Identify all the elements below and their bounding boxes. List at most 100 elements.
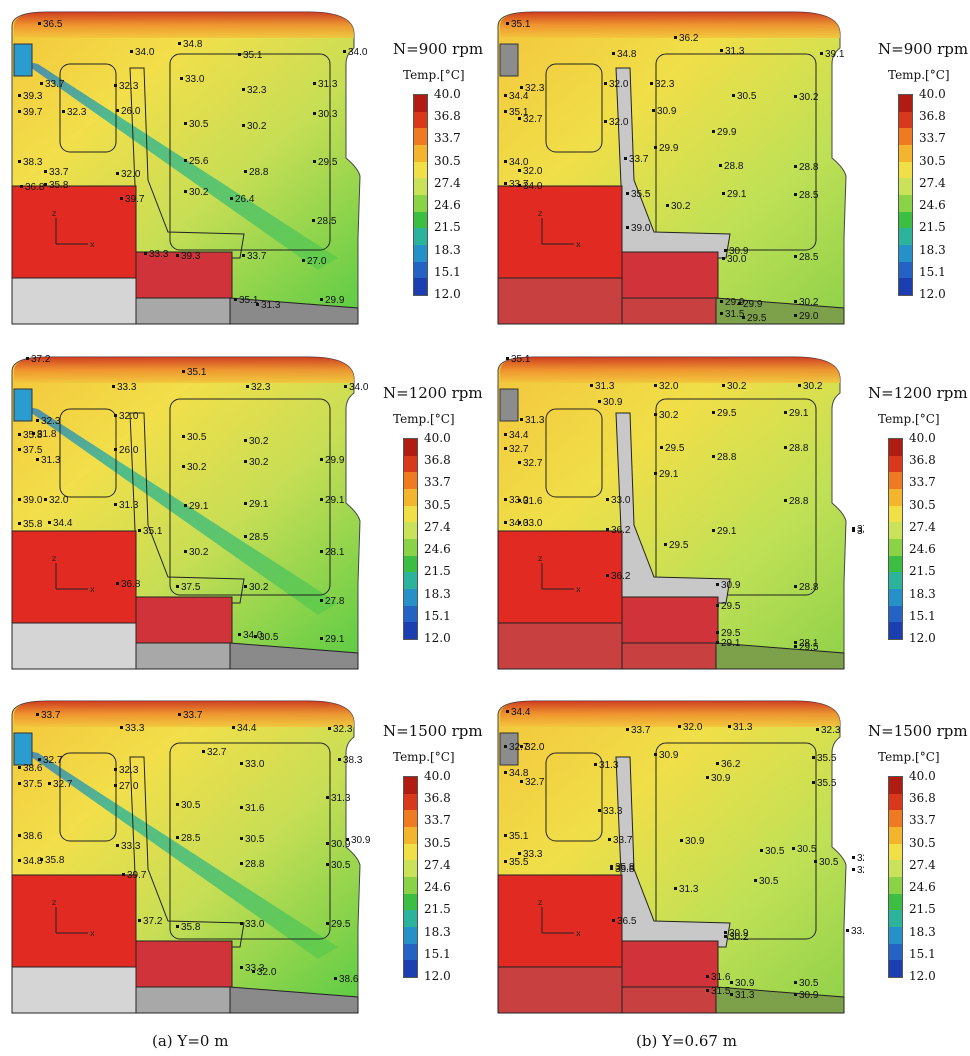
- probe-point: 32.3: [650, 79, 675, 90]
- legend-tick: 36.8: [919, 109, 946, 124]
- probe-point: 35.5: [504, 857, 529, 868]
- legend-tick: 12.0: [424, 631, 451, 645]
- probe-value: 36.2: [679, 33, 699, 44]
- probe-point: 38.6: [18, 763, 43, 774]
- probe-value: 35.1: [509, 831, 529, 842]
- color-scale-bar: [413, 94, 428, 296]
- probe-value: 31.3: [525, 415, 545, 426]
- color-scale-segment: [899, 278, 912, 296]
- probe-value: 33.7: [183, 710, 203, 721]
- probe-marker: [343, 50, 346, 53]
- probe-point: 30.5: [240, 834, 265, 845]
- probe-value: 30.5: [331, 860, 351, 871]
- probe-point: 28.8: [794, 162, 819, 173]
- probe-marker: [504, 110, 507, 113]
- probe-value: 38.3: [23, 157, 43, 168]
- legend-title: Temp.[°C]: [888, 68, 950, 82]
- probe-value: 26.0: [119, 445, 139, 456]
- legend-tick: 40.0: [909, 431, 936, 445]
- probe-marker: [720, 300, 723, 303]
- probe-point: 26.0: [116, 106, 141, 117]
- probe-point: 26.0: [114, 445, 139, 456]
- probe-marker: [608, 838, 611, 841]
- probe-value: 33.3: [245, 963, 265, 974]
- probe-point: 25.6: [184, 156, 209, 167]
- probe-point: 32.0: [518, 166, 543, 177]
- probe-marker: [244, 439, 247, 442]
- probe-marker: [724, 931, 727, 934]
- probe-value: 29.5: [669, 540, 689, 551]
- probe-point: 28.5: [244, 532, 269, 543]
- probe-point: 33.3: [518, 849, 543, 860]
- probe-point: 32.0: [678, 722, 703, 733]
- probe-value: 27.8: [325, 596, 345, 607]
- cabin-panel-2: z x 35.1 36.2 34.8 31.3 39.1 34.4 32.3 32.0 32.3 30…: [494, 8, 864, 328]
- probe-marker: [724, 935, 727, 938]
- probe-marker: [313, 112, 316, 115]
- probe-point: 33.7: [44, 167, 69, 178]
- probe-value: 35.1: [239, 295, 259, 306]
- axis-z-label: z: [52, 554, 56, 563]
- probe-point: 32.0: [114, 411, 139, 422]
- probe-marker: [244, 170, 247, 173]
- legend-tick: 15.1: [909, 946, 936, 961]
- probe-marker: [660, 446, 663, 449]
- probe-marker: [240, 922, 243, 925]
- probe-marker: [176, 836, 179, 839]
- probe-marker: [246, 385, 249, 388]
- probe-marker: [604, 120, 607, 123]
- probe-point: 30.5: [184, 119, 209, 130]
- probe-marker: [202, 750, 205, 753]
- probe-marker: [794, 641, 797, 644]
- color-scale-segment: [404, 489, 417, 507]
- color-scale-segment: [889, 472, 902, 490]
- probe-point: 31.3: [594, 760, 619, 771]
- probe-point: 36.2: [674, 33, 699, 44]
- color-scale-segment: [899, 161, 912, 179]
- probe-value: 33.0: [523, 518, 543, 529]
- probe-point: 31.3: [114, 500, 139, 511]
- legend-title: Temp.[°C]: [878, 750, 940, 764]
- probe-marker: [302, 259, 305, 262]
- axis-z-label: z: [52, 898, 56, 907]
- probe-value: 31.5: [711, 986, 731, 997]
- probe-value: 35.5: [509, 857, 529, 868]
- probe-point: 28.5: [176, 833, 201, 844]
- probe-point: 30.9: [652, 106, 677, 117]
- probe-point: 28.8: [784, 496, 809, 507]
- probe-point: 35.1: [138, 526, 163, 537]
- probe-marker: [712, 529, 715, 532]
- probe-value: 34.4: [509, 430, 529, 441]
- probe-value: 33.7: [247, 251, 267, 262]
- probe-value: 32.7: [509, 742, 529, 753]
- probe-point: 35.5: [812, 753, 837, 764]
- probe-point: 32.7: [48, 779, 73, 790]
- axis-z-label: z: [538, 554, 542, 563]
- probe-point: 32.7: [38, 755, 63, 766]
- legend-tick: 27.4: [424, 857, 451, 872]
- color-scale-bar: [888, 776, 903, 978]
- probe-marker: [44, 498, 47, 501]
- probe-value: 37.5: [23, 445, 43, 456]
- probe-marker: [504, 94, 507, 97]
- axis-z-label: z: [52, 209, 56, 218]
- probe-marker: [320, 458, 323, 461]
- probe-marker: [652, 109, 655, 112]
- probe-marker: [722, 192, 725, 195]
- color-scale-segment: [414, 145, 427, 163]
- probe-marker: [794, 255, 797, 258]
- probe-marker: [852, 856, 855, 859]
- probe-value: 34.4: [857, 526, 864, 537]
- probe-marker: [794, 645, 797, 648]
- probe-point: 31.3: [720, 46, 745, 57]
- probe-marker: [240, 966, 243, 969]
- probe-marker: [176, 925, 179, 928]
- probe-point: 30.5: [794, 978, 819, 989]
- legend-tick: 12.0: [919, 287, 946, 301]
- color-scale-segment: [899, 178, 912, 196]
- probe-point: 30.2: [244, 582, 269, 593]
- probe-value: 31.3: [331, 793, 351, 804]
- caption-right: (b) Y=0.67 m: [636, 1032, 737, 1050]
- probe-marker: [606, 574, 609, 577]
- probe-point: 33.3: [116, 841, 141, 852]
